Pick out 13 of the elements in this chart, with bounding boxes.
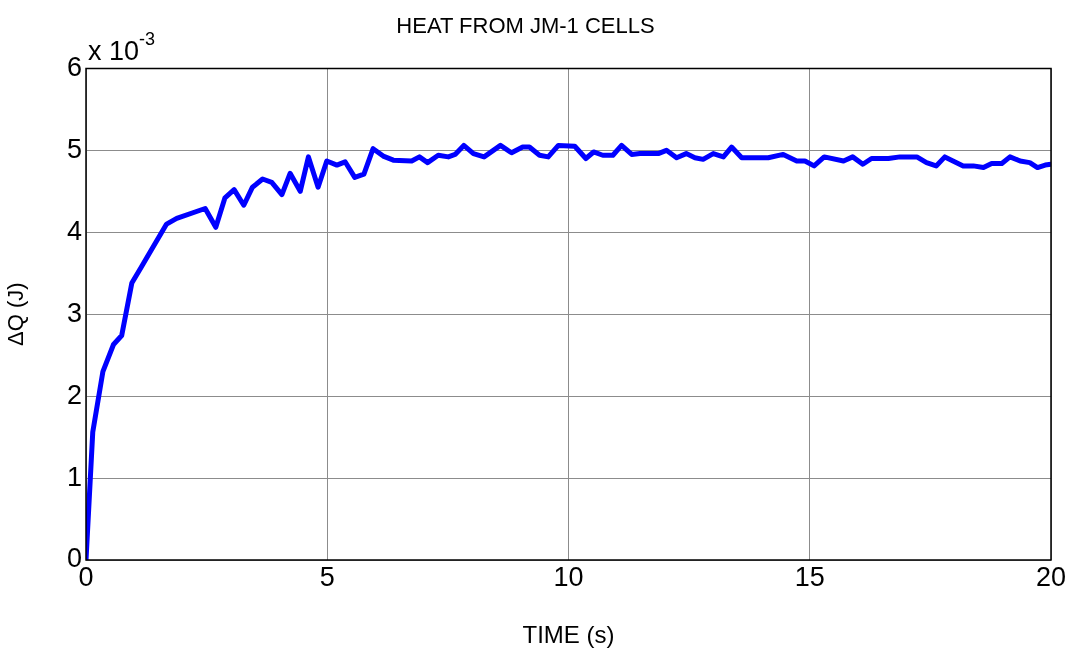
y-axis-title: ΔQ (J) (3, 282, 29, 346)
y-tick-label: 1 (66, 461, 82, 492)
y-tick-label: 4 (66, 215, 82, 246)
y-tick-label: 2 (66, 379, 82, 410)
x-tick-label: 20 (1035, 561, 1067, 592)
y-tick-label: 6 (66, 51, 82, 82)
x-axis-title: TIME (s) (522, 621, 615, 649)
x-tick-label: 10 (553, 561, 584, 592)
x-tick-label: 5 (319, 561, 335, 592)
chart-title: HEAT FROM JM-1 CELLS (396, 13, 655, 39)
x-tick-label: 15 (794, 561, 825, 592)
y-tick-label: 3 (66, 297, 82, 328)
y-tick-label: 5 (66, 133, 82, 164)
